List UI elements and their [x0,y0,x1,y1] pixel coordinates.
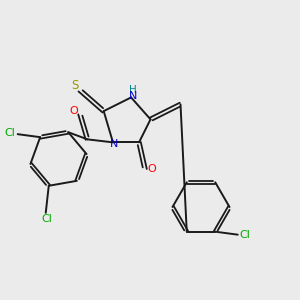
Text: N: N [128,91,137,101]
Text: S: S [71,79,79,92]
Text: H: H [129,85,136,95]
Text: Cl: Cl [42,214,53,224]
Text: O: O [69,106,78,116]
Text: Cl: Cl [240,230,251,240]
Text: O: O [147,164,156,174]
Text: N: N [110,139,119,149]
Text: Cl: Cl [5,128,16,138]
